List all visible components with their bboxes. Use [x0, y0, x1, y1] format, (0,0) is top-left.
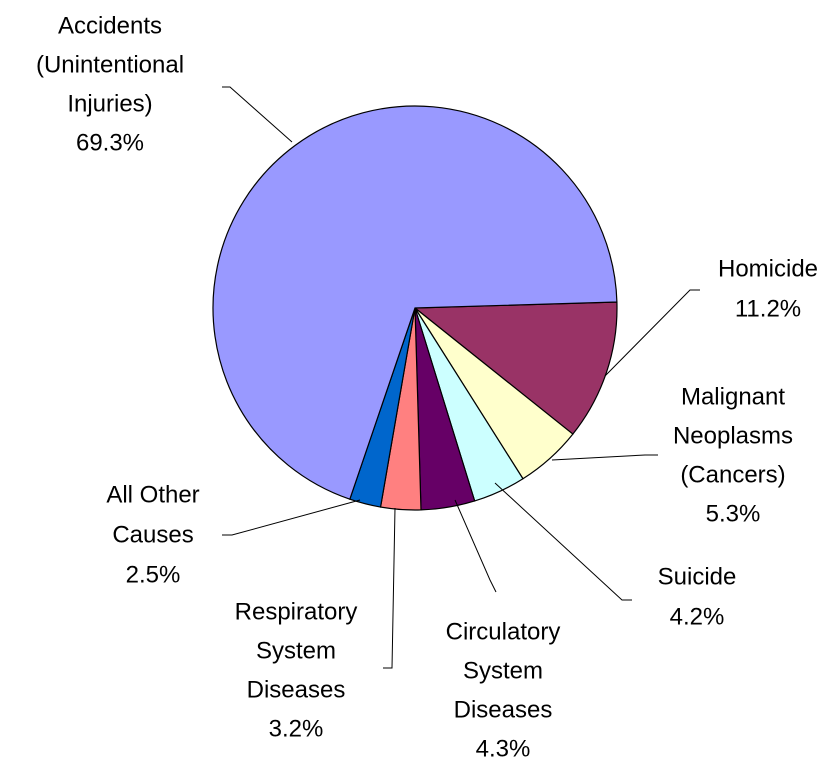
slice-label: Circulatory System Diseases 4.3%	[446, 618, 561, 762]
pie-slice	[413, 301, 618, 435]
value-label: 4.2%	[670, 603, 725, 630]
leader-line	[454, 499, 497, 593]
leader-line	[222, 86, 293, 143]
label-line: Diseases	[454, 696, 553, 723]
value-label: 3.2%	[269, 715, 324, 742]
value-label: 5.3%	[706, 500, 761, 527]
label-line: Causes	[112, 521, 193, 548]
label-line: All Other	[106, 481, 199, 508]
slice-label: Respiratory System Diseases 3.2%	[235, 598, 358, 742]
pie-slice	[212, 105, 618, 500]
label-line: (Unintentional	[36, 51, 184, 78]
slice-label: Accidents (Unintentional Injuries) 69.3%	[36, 12, 184, 156]
slice-label: All Other Causes 2.5%	[106, 481, 199, 588]
value-label: 11.2%	[735, 295, 801, 322]
slice-label: Homicide 11.2%	[718, 255, 818, 322]
value-label: 4.3%	[476, 735, 531, 762]
value-label: 2.5%	[126, 561, 181, 588]
label-line: Circulatory	[446, 618, 561, 645]
leader-line	[494, 482, 632, 601]
slice-label: Malignant Neoplasms (Cancers) 5.3%	[673, 383, 793, 527]
slice-label: Suicide 4.2%	[658, 563, 737, 630]
leader-line	[383, 507, 396, 669]
leader-line	[222, 499, 361, 536]
leader-line	[604, 289, 700, 377]
label-line: Diseases	[247, 676, 346, 703]
label-line: Neoplasms	[673, 422, 793, 449]
label-line: Injuries)	[67, 90, 152, 117]
label-line: Accidents	[58, 12, 162, 39]
label-line: System	[463, 657, 543, 684]
label-line: Respiratory	[235, 598, 358, 625]
label-line: Malignant	[681, 383, 785, 410]
label-line: Homicide	[718, 255, 818, 282]
label-line: (Cancers)	[680, 461, 785, 488]
value-label: 69.3%	[76, 129, 144, 156]
label-line: System	[256, 637, 336, 664]
leader-line	[551, 454, 658, 461]
label-line: Suicide	[658, 563, 737, 590]
